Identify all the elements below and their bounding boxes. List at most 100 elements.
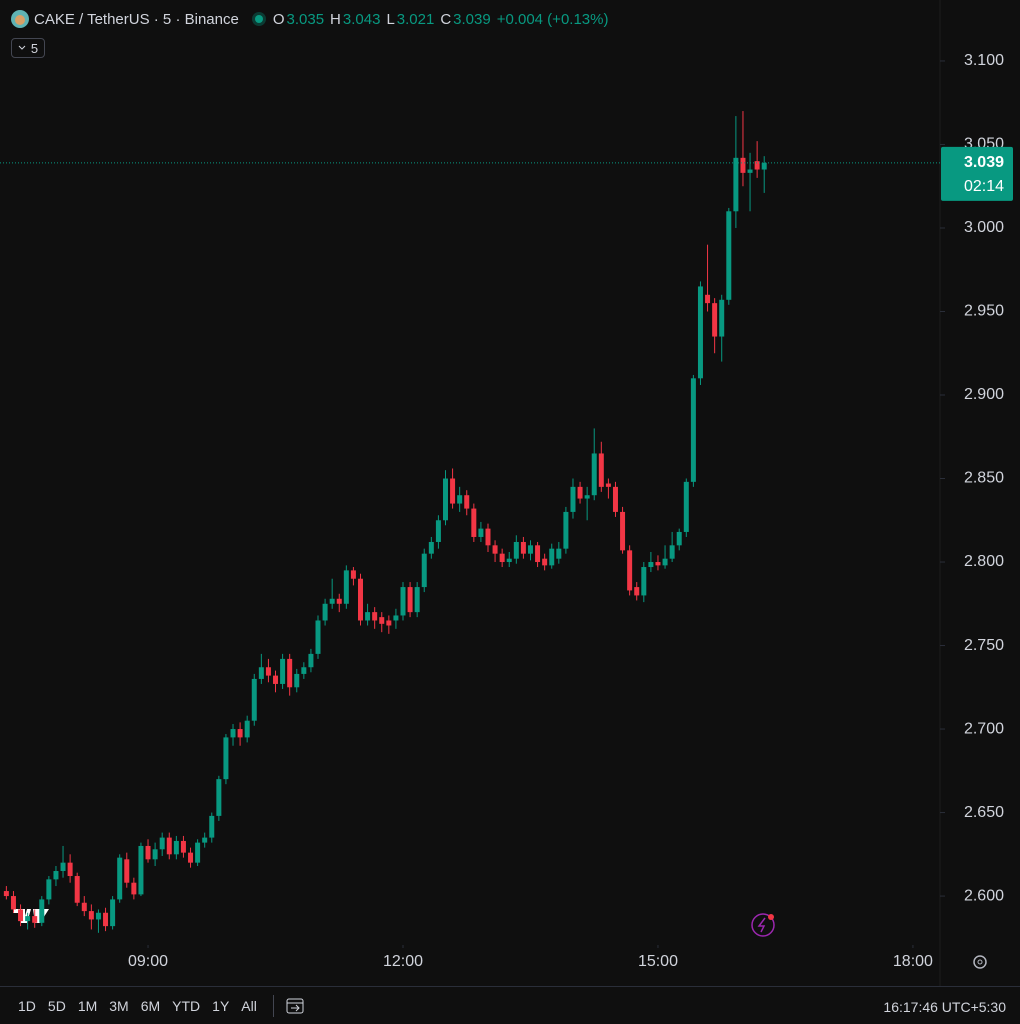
candle-body: [67, 862, 73, 877]
y-tick-label: 2.850: [964, 470, 1004, 487]
candle-body: [166, 837, 172, 855]
range-button[interactable]: 5D: [47, 998, 66, 1014]
range-button[interactable]: 6M: [140, 998, 161, 1014]
chevron: [18, 45, 26, 50]
candle-body: [527, 545, 533, 554]
candle-body: [634, 587, 640, 596]
candle-body: [655, 562, 661, 566]
candle-body: [251, 678, 257, 721]
candle-body: [563, 511, 569, 549]
candle-body: [138, 845, 144, 895]
candle-body: [676, 531, 682, 546]
l-value: 3.021: [396, 10, 435, 28]
candle-body: [464, 495, 470, 509]
candle-body: [39, 899, 45, 923]
candle-body: [350, 570, 356, 579]
candle-body: [216, 779, 222, 816]
symbol[interactable]: CAKE / TetherUS · 5 · Binance: [34, 10, 239, 28]
candle-body: [258, 667, 264, 679]
candle-body: [492, 545, 498, 554]
candle-body: [506, 558, 512, 563]
candle-body: [372, 612, 378, 621]
candle-body: [301, 667, 307, 674]
candle-body: [131, 882, 137, 895]
last-price-box: [941, 146, 1013, 201]
candle-body: [520, 541, 526, 554]
last-price-label: 3.039: [964, 154, 1004, 171]
candle-body: [237, 729, 243, 738]
candle-body: [46, 879, 52, 900]
candle-body: [598, 453, 604, 487]
settings-icon[interactable]: [973, 955, 987, 969]
range-button[interactable]: All: [241, 998, 257, 1014]
candle-body: [570, 486, 576, 512]
candle-body: [513, 541, 519, 559]
alert-icon[interactable]: [751, 913, 775, 937]
candle-body: [726, 211, 732, 300]
candle-body: [740, 157, 746, 173]
candle-body: [95, 912, 101, 920]
date-range-icon[interactable]: [284, 995, 306, 1017]
range-button[interactable]: 1D: [18, 998, 36, 1014]
candle-body: [209, 815, 215, 838]
candle-body: [705, 294, 711, 304]
candle-body: [620, 511, 626, 551]
candle-body: [230, 729, 236, 738]
separator: [272, 995, 274, 1017]
candle-body: [584, 495, 590, 499]
o-value: 3.035: [286, 10, 325, 28]
y-tick-label: 2.600: [964, 887, 1004, 904]
candle-body: [605, 483, 611, 487]
y-tick-label: 2.700: [964, 720, 1004, 737]
status-dot: [251, 12, 266, 26]
candle-body: [457, 495, 463, 504]
candle-body: [712, 303, 718, 337]
candle-body: [265, 667, 271, 676]
candle-body: [648, 562, 654, 568]
candle-body: [386, 620, 392, 626]
y-tick-label: 2.900: [964, 386, 1004, 403]
candle-body: [428, 541, 434, 554]
interval: 5: [30, 40, 39, 56]
candle-body: [294, 673, 300, 688]
l-label: L: [386, 10, 395, 28]
range-button[interactable]: 1M: [77, 998, 98, 1014]
candle-body: [195, 842, 201, 863]
candle-body: [18, 909, 24, 922]
candle-body: [53, 871, 59, 880]
candle-body: [329, 598, 335, 604]
change: +0.004 (+0.13%): [496, 10, 609, 28]
candle-body: [450, 478, 456, 504]
candle-body: [535, 545, 541, 563]
y-tick-label: 2.800: [964, 553, 1004, 570]
range-button[interactable]: 3M: [109, 998, 129, 1014]
candle-body: [145, 845, 151, 860]
candle-body: [669, 545, 675, 559]
candle-body: [244, 720, 250, 738]
interval-toggle[interactable]: 5: [11, 38, 45, 58]
candle-body: [754, 161, 760, 170]
candle-body: [273, 675, 279, 684]
candle-body: [471, 508, 477, 537]
candle-body: [499, 553, 505, 563]
candle-body: [74, 876, 80, 903]
range-buttons: 1D 5D 1M 3M 6M YTD 1Y All: [12, 998, 263, 1014]
candle-body: [110, 899, 116, 927]
candle-body: [159, 837, 165, 850]
candle-body: [336, 598, 342, 604]
x-tick-label: 18:00: [893, 953, 933, 970]
candle-body: [81, 902, 87, 912]
candle-body: [3, 891, 9, 897]
x-tick-label: 09:00: [128, 953, 168, 970]
candle-body: [719, 299, 725, 337]
y-tick-label: 3.100: [964, 52, 1004, 69]
candle-body: [180, 840, 186, 853]
candle-body: [478, 528, 484, 537]
candle-body: [188, 852, 194, 863]
range-button[interactable]: YTD: [172, 998, 201, 1014]
candle-body: [358, 578, 364, 621]
candle-body: [365, 612, 371, 621]
range-button[interactable]: 1Y: [212, 998, 230, 1014]
candle-body: [697, 286, 703, 379]
candle-body: [549, 548, 555, 566]
